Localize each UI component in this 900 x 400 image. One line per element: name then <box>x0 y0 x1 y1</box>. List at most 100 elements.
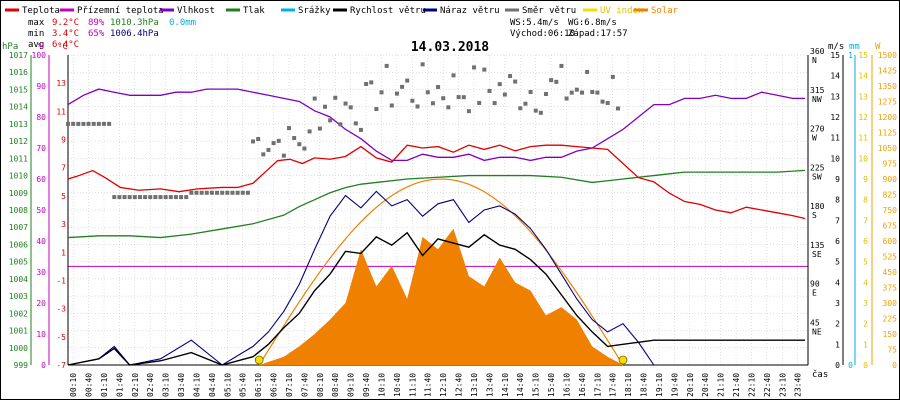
legend-label: Solar <box>651 6 679 16</box>
tick-wind-dir-deg: 360 <box>810 47 825 56</box>
wind-direction-point <box>472 65 477 70</box>
plot-area <box>66 62 806 366</box>
wind-direction-point <box>358 127 363 132</box>
wind-direction-point <box>122 195 127 200</box>
tick-time: 14:10 <box>501 373 510 397</box>
wind-direction-point <box>184 195 189 200</box>
tick-uv: 0 <box>863 361 868 370</box>
tick-wind-speed: 7 <box>835 216 840 225</box>
tick-humidity: 20 <box>36 299 46 308</box>
tick-wind-dir-deg: 45 <box>810 318 820 327</box>
wind-wg: WG:6.8m/s <box>568 18 617 28</box>
stats-min-label: min <box>28 29 44 39</box>
wind-direction-point <box>564 96 569 101</box>
tick-humidity: 90 <box>36 82 46 91</box>
tick-time: 22:40 <box>763 373 772 397</box>
series-tlak <box>67 169 805 239</box>
wind-direction-point <box>287 126 292 131</box>
tick-wind-dir-label: W <box>812 134 817 143</box>
tick-rain: 1 <box>848 51 853 60</box>
tick-time: 22:10 <box>747 373 756 397</box>
tick-wind-speed: 2 <box>835 320 840 329</box>
wind-direction-point <box>132 195 137 200</box>
wind-direction-point <box>384 63 389 68</box>
wind-direction-point <box>297 142 302 147</box>
wind-direction-point <box>502 92 507 97</box>
sunrise: Východ:06:10 <box>510 29 575 39</box>
tick-pressure: 1016 <box>9 68 28 77</box>
tick-wind-speed: 8 <box>835 196 840 205</box>
wind-direction-point <box>610 74 615 79</box>
stats-max-rain: 0.0mm <box>169 18 196 28</box>
tick-time: 03:10 <box>162 373 171 397</box>
wind-direction-point <box>179 195 184 200</box>
tick-humidity: 40 <box>36 237 46 246</box>
legend: Teplota Přízemní teplota Vlhkost Tlak Srážky… <box>5 6 679 16</box>
tick-time: 08:40 <box>331 373 340 397</box>
tick-time: 18:40 <box>640 373 649 397</box>
wind-direction-point <box>307 129 312 134</box>
wind-direction-point <box>240 190 245 195</box>
wind-direction-point <box>348 105 353 110</box>
tick-time: 09:40 <box>362 373 371 397</box>
wind-info: WS:5.4m/s WG:6.8m/s Východ:06:10 Západ:1… <box>510 18 628 39</box>
tick-wind-speed: 0 <box>835 361 840 370</box>
wind-direction-point <box>487 88 492 93</box>
tick-time: 19:10 <box>655 373 664 397</box>
unit-degc: °C <box>57 42 68 52</box>
wind-direction-point <box>400 84 405 89</box>
wind-direction-point <box>153 195 158 200</box>
wind-direction-point <box>209 190 214 195</box>
wind-direction-point <box>544 91 549 96</box>
tick-wind-dir-deg: 180 <box>810 202 825 211</box>
wind-direction-point <box>559 63 564 68</box>
stats-min-press: 1006.4hPa <box>110 29 159 39</box>
wind-direction-point <box>574 87 579 92</box>
series-rychlost-v-tru <box>67 231 805 366</box>
wind-direction-point <box>353 121 358 126</box>
wind-direction-point <box>430 101 435 106</box>
wind-direction-point <box>251 139 256 144</box>
stats-max-hum: 89% <box>88 18 105 28</box>
tick-temperature: 7 <box>61 164 66 173</box>
tick-time: 04:10 <box>192 373 201 397</box>
wind-direction-point <box>518 106 523 111</box>
tick-wind-dir-label: N <box>812 56 817 65</box>
tick-solar: 375 <box>883 284 898 293</box>
tick-uv: 5 <box>863 258 868 267</box>
tick-uv: 10 <box>858 154 868 163</box>
wind-direction-point <box>364 81 369 86</box>
wind-direction-point <box>374 107 379 112</box>
tick-solar: 75 <box>887 346 897 355</box>
stats-avg-temp: 6.4°C <box>52 40 79 50</box>
wind-direction-point <box>235 190 240 195</box>
tick-temperature: 11 <box>56 107 66 116</box>
tick-time: 05:40 <box>239 373 248 397</box>
tick-time: 13:10 <box>470 373 479 397</box>
tick-time: 06:10 <box>254 373 263 397</box>
tick-temperature: 3 <box>61 220 66 229</box>
tick-pressure: 1006 <box>9 240 28 249</box>
tick-humidity: 80 <box>36 113 46 122</box>
tick-solar: 150 <box>883 330 898 339</box>
chart-title: 14.03.2018 <box>411 40 489 55</box>
tick-pressure: 1013 <box>9 120 28 129</box>
tick-temperature: -1 <box>56 276 66 285</box>
tick-solar: 1050 <box>878 144 897 153</box>
wind-direction-point <box>513 79 518 84</box>
legend-label: Směr větru <box>522 6 576 16</box>
tick-time: 11:10 <box>408 373 417 397</box>
wind-direction-point <box>71 121 76 126</box>
tick-temperature: 5 <box>61 192 66 201</box>
tick-time: 12:10 <box>439 373 448 397</box>
tick-solar: 1500 <box>878 51 897 60</box>
tick-pressure: 999 <box>14 361 29 370</box>
tick-time: 20:10 <box>686 373 695 397</box>
sunset: Západ:17:57 <box>568 29 628 39</box>
wind-direction-point <box>143 195 148 200</box>
wind-direction-point <box>328 118 333 123</box>
tick-temperature: -3 <box>56 305 66 314</box>
wind-direction-point <box>523 101 528 106</box>
tick-wind-dir-deg: 315 <box>810 86 825 95</box>
wind-direction-point <box>436 85 441 90</box>
